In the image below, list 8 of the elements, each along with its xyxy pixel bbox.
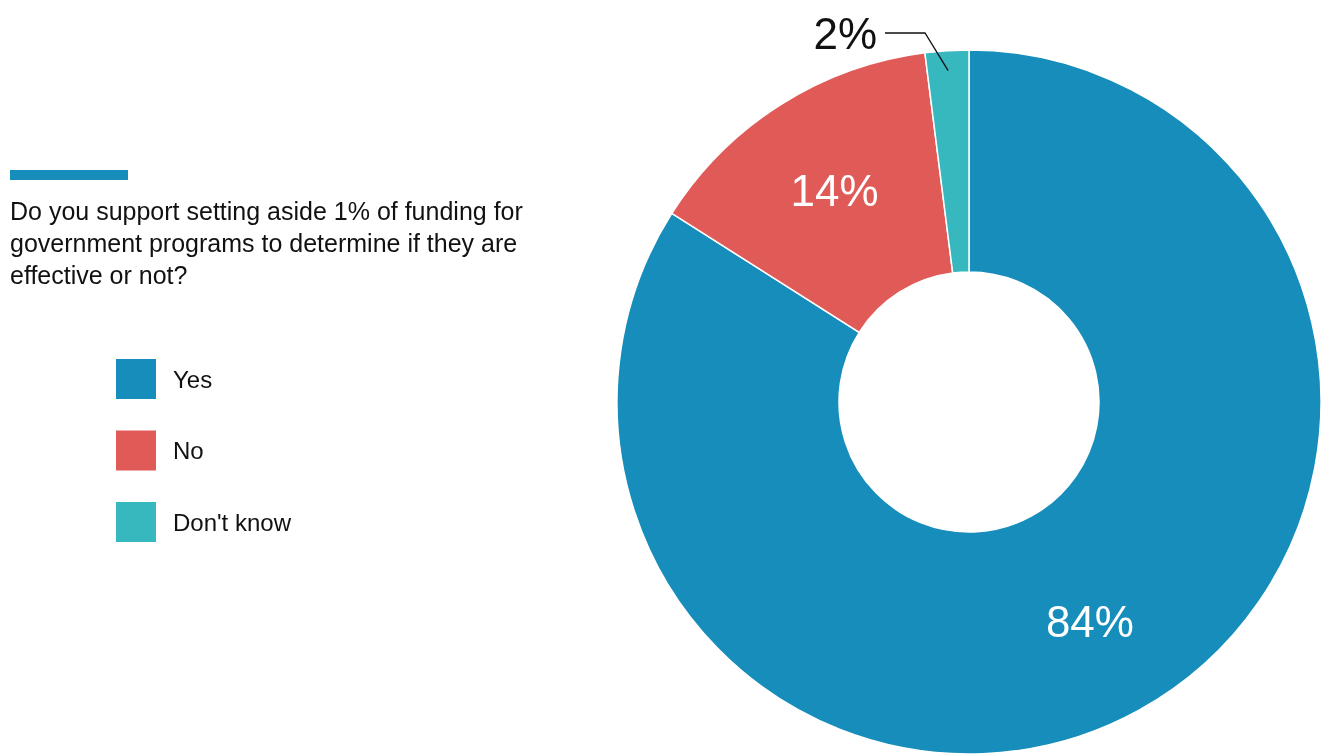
text: Do you support setting aside 1% of funding for government programs to determine if they are effective or not? [10, 197, 523, 289]
data-label: 14% [790, 165, 879, 215]
legend-label: Don't know [173, 508, 292, 536]
data-label: 84% [1045, 597, 1134, 647]
legend-label: No [173, 437, 204, 464]
legend-label: Yes [173, 365, 213, 393]
donut-slice [616, 49, 1322, 754]
data-label: 2% [813, 8, 878, 58]
